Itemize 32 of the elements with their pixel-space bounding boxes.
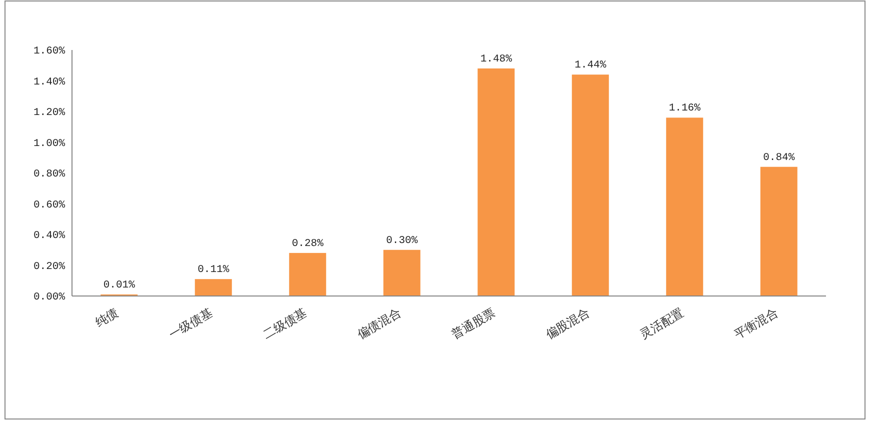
y-tick-label: 1.20% [33, 107, 66, 120]
y-tick-label: 0.00% [33, 292, 66, 304]
data-label: 0.01% [103, 279, 136, 292]
data-label: 0.28% [292, 238, 324, 250]
y-tick-label: 1.40% [33, 76, 66, 88]
bar [572, 74, 609, 296]
data-label: 1.16% [668, 102, 702, 115]
y-tick-label: 0.20% [33, 260, 66, 273]
data-label: 1.44% [574, 60, 607, 72]
y-tick-label: 0.40% [33, 230, 66, 242]
bar [289, 252, 326, 296]
data-label: 0.84% [763, 152, 796, 164]
x-tick-label: 平衡混合 [732, 305, 780, 342]
bar [194, 279, 232, 296]
x-tick-label: 偏债混合 [354, 305, 404, 342]
y-tick-label: 0.80% [33, 168, 66, 181]
x-tick-label: 纯债 [92, 305, 121, 330]
bar [760, 166, 798, 296]
x-tick-label: 二级债基 [260, 305, 310, 342]
data-label: 0.30% [386, 234, 418, 247]
x-tick-label: 一级债基 [166, 305, 215, 342]
bar [383, 250, 420, 296]
x-tick-label: 普通股票 [449, 305, 498, 342]
y-tick-label: 1.60% [33, 46, 66, 58]
x-tick-label: 偏股混合 [543, 305, 592, 342]
y-tick-label: 1.00% [33, 138, 66, 150]
data-label: 0.11% [198, 264, 230, 276]
y-tick-label: 0.60% [33, 199, 66, 212]
bar [666, 118, 704, 296]
bar [478, 68, 515, 296]
data-label: 1.48% [480, 53, 513, 66]
x-tick-label: 灵活配置 [638, 305, 686, 342]
